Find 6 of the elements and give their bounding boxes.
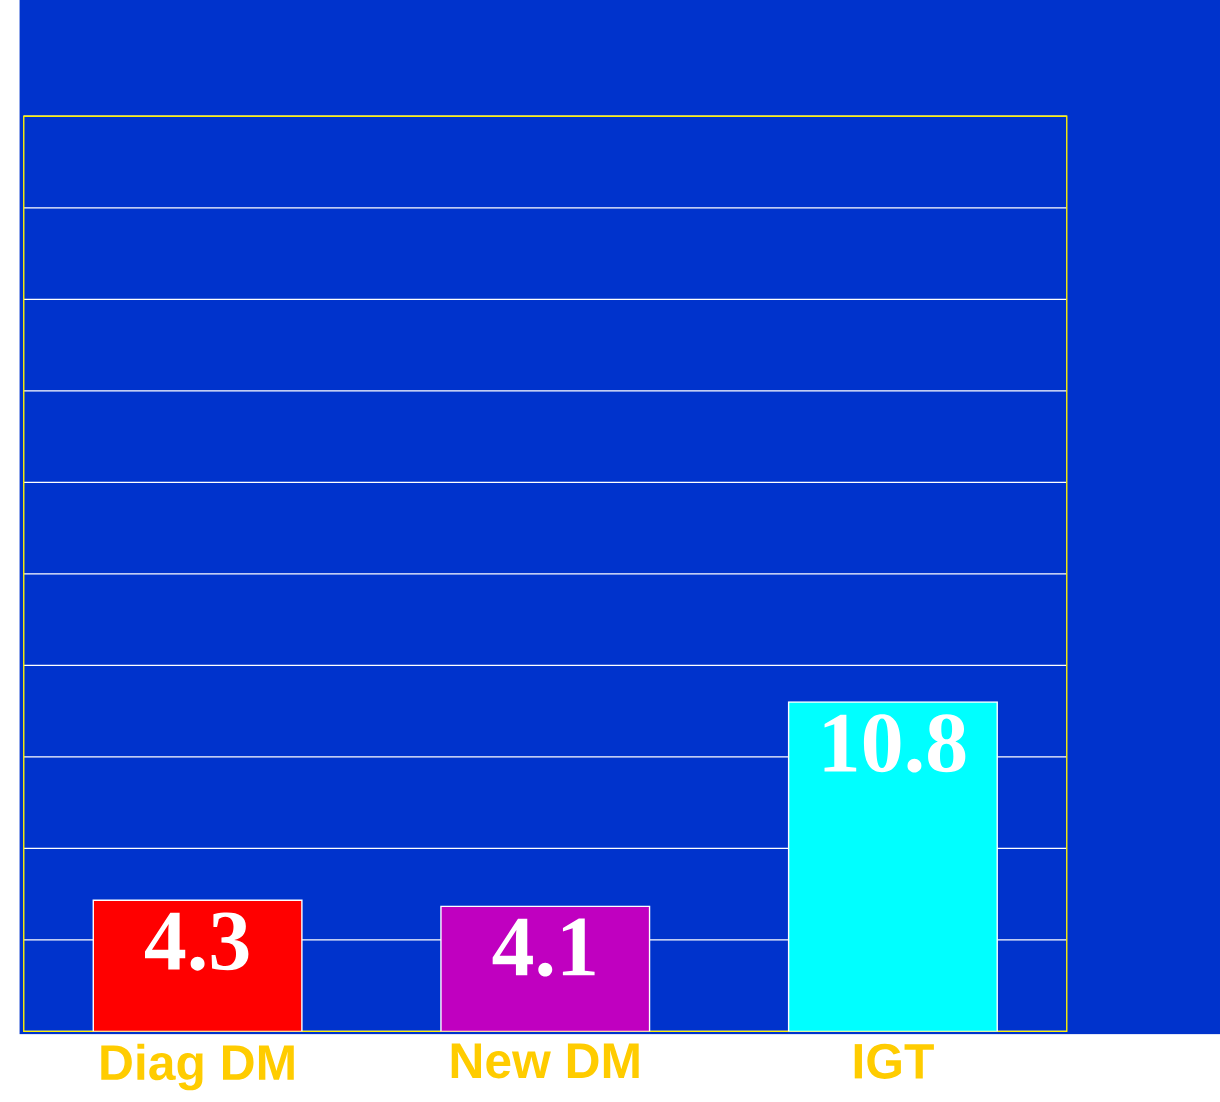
x-tick-label: IGT	[854, 1043, 934, 1079]
x-tick-label: New DM	[451, 1043, 639, 1079]
data-label: 4.1	[492, 918, 595, 977]
data-label: 4.3	[145, 912, 249, 971]
data-label: 10.8	[824, 714, 966, 773]
x-tick-label: Diag DM	[101, 1043, 294, 1091]
